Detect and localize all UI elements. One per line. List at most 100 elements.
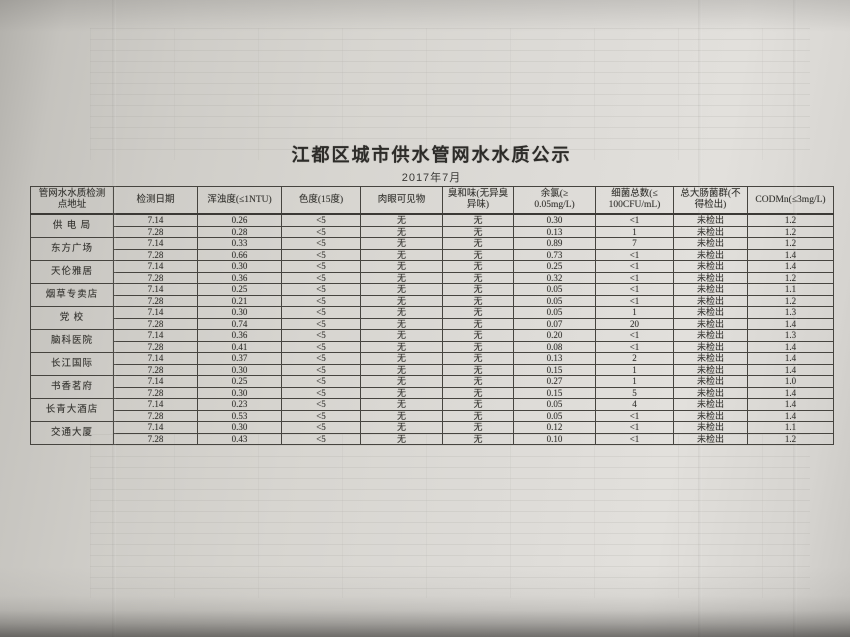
column-header: 色度(15度): [281, 186, 361, 215]
value-cell: 0.37: [197, 352, 282, 365]
value-cell: 无: [442, 409, 514, 422]
table-row: 长江国际 7.14 0.37 <5 无无 0.13 2 未检出 1.4: [30, 352, 834, 376]
value-cell: <5: [281, 409, 361, 422]
value-cell: 1.4: [747, 248, 834, 261]
value-cell: 无: [442, 260, 514, 273]
value-cell: 0.30: [197, 306, 282, 319]
value-cell: 1.4: [747, 409, 834, 422]
value-cell: 无: [360, 409, 443, 422]
value-cell: 1: [595, 306, 674, 319]
table-row: 7.28 0.30 <5 无无 0.15 5 未检出 1.4: [31, 386, 834, 399]
value-cell: 0.25: [513, 260, 596, 273]
value-cell: 无: [360, 271, 443, 284]
value-cell: 0.05: [513, 294, 596, 307]
column-header: 细菌总数(≤ 100CFU/mL): [595, 186, 674, 215]
value-cell: 0.20: [513, 329, 596, 342]
value-cell: 7.28: [113, 271, 198, 284]
value-cell: 无: [360, 225, 443, 238]
value-cell: <1: [595, 248, 674, 261]
value-cell: 0.05: [513, 409, 596, 422]
table-header: 管网水水质检测 点地址 检测日期 浑浊度(≤1NTU) 色度(15度) 肉眼可见物 臭和味…: [30, 186, 834, 215]
value-cell: <5: [281, 283, 361, 296]
value-cell: 1.4: [747, 386, 834, 399]
value-cell: 无: [442, 398, 514, 411]
value-cell: 0.30: [197, 421, 282, 434]
value-cell: 无: [442, 421, 514, 434]
value-cell: 4: [595, 398, 674, 411]
value-cell: 5: [595, 386, 674, 399]
water-quality-table: 管网水水质检测 点地址 检测日期 浑浊度(≤1NTU) 色度(15度) 肉眼可见物 臭和味…: [30, 186, 834, 445]
value-cell: <1: [595, 260, 674, 273]
value-cell: 7.14: [113, 352, 198, 365]
value-cell: 1.4: [747, 352, 834, 365]
value-cell: 1.3: [747, 329, 834, 342]
value-cell: 未检出: [673, 352, 748, 365]
location-cell: 脑科医院: [30, 329, 114, 353]
value-cell: <5: [281, 271, 361, 284]
value-cell: 1.0: [747, 375, 834, 388]
value-cell: 0.12: [513, 421, 596, 434]
value-cell: <1: [595, 340, 674, 353]
value-cell: 未检出: [673, 271, 748, 284]
value-cell: <1: [595, 409, 674, 422]
value-cell: 7.28: [113, 294, 198, 307]
value-cell: 0.41: [197, 340, 282, 353]
value-cell: 无: [442, 386, 514, 399]
value-cell: <5: [281, 398, 361, 411]
value-cell: 未检出: [673, 283, 748, 296]
value-cell: <5: [281, 306, 361, 319]
value-cell: <5: [281, 329, 361, 342]
value-cell: 0.25: [197, 375, 282, 388]
value-cell: 未检出: [673, 225, 748, 238]
table-row: 交通大厦 7.14 0.30 <5 无无 0.12 <1 未检出 1.1: [30, 421, 834, 445]
value-cell: <1: [595, 432, 674, 445]
value-cell: 无: [360, 317, 443, 330]
value-cell: 7.14: [113, 306, 198, 319]
value-cell: 无: [360, 386, 443, 399]
value-cell: 未检出: [673, 317, 748, 330]
column-header: 检测日期: [113, 186, 198, 215]
header-row: 管网水水质检测 点地址 检测日期 浑浊度(≤1NTU) 色度(15度) 肉眼可见物 臭和味…: [30, 186, 834, 215]
value-cell: 未检出: [673, 421, 748, 434]
value-cell: 无: [442, 340, 514, 353]
value-cell: 0.21: [197, 294, 282, 307]
value-cell: 无: [360, 352, 443, 365]
value-cell: 1.2: [747, 271, 834, 284]
value-cell: <1: [595, 294, 674, 307]
table-row: 7.28 0.36 <5 无无 0.32 <1 未检出 1.2: [31, 271, 834, 284]
value-cell: 2: [595, 352, 674, 365]
value-cell: <5: [281, 386, 361, 399]
value-cell: <5: [281, 375, 361, 388]
value-cell: 7.14: [113, 213, 198, 227]
location-cell: 书香茗府: [30, 375, 114, 399]
value-cell: 1.4: [747, 317, 834, 330]
value-cell: 0.05: [513, 306, 596, 319]
value-cell: <5: [281, 340, 361, 353]
value-cell: 无: [360, 294, 443, 307]
location-cell: 交通大厦: [30, 421, 114, 445]
column-header: 余氯(≥ 0.05mg/L): [513, 186, 596, 215]
value-cell: 无: [360, 375, 443, 388]
value-cell: <5: [281, 225, 361, 238]
column-header: 臭和味(无异臭 异味): [442, 186, 514, 215]
value-cell: 7.14: [113, 421, 198, 434]
value-cell: 7.14: [113, 237, 198, 250]
table-row: 7.28 0.74 <5 无无 0.07 20 未检出 1.4: [31, 317, 834, 330]
value-cell: 7.14: [113, 375, 198, 388]
value-cell: 无: [360, 248, 443, 261]
value-cell: 1.4: [747, 260, 834, 273]
value-cell: 7.28: [113, 225, 198, 238]
table-row: 天伦雅居 7.14 0.30 <5 无无 0.25 <1 未检出 1.4: [30, 260, 834, 284]
value-cell: 1.2: [747, 432, 834, 445]
column-header: 肉眼可见物: [360, 186, 443, 215]
value-cell: 无: [442, 352, 514, 365]
value-cell: 未检出: [673, 340, 748, 353]
table-row: 7.28 0.28 <5 无无 0.13 1 未检出 1.2: [31, 225, 834, 238]
value-cell: 0.30: [197, 260, 282, 273]
column-header: 总大肠菌群(不 得检出): [673, 186, 748, 215]
table-row: 7.28 0.53 <5 无无 0.05 <1 未检出 1.4: [31, 409, 834, 422]
value-cell: <5: [281, 237, 361, 250]
value-cell: 7.14: [113, 283, 198, 296]
value-cell: 0.07: [513, 317, 596, 330]
